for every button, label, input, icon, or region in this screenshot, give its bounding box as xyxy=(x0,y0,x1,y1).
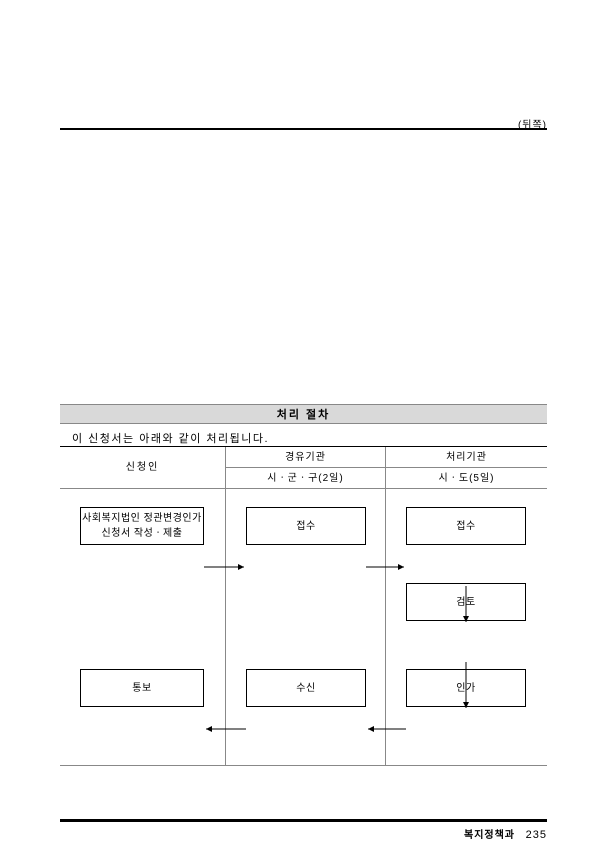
node-receive: 수신 xyxy=(246,669,366,707)
process-table: 신청인 경유기관 시ㆍ군ㆍ구(2일) 처리기관 시ㆍ도(5일) 사회복지법인 정… xyxy=(60,446,547,766)
bottom-rule xyxy=(60,819,547,822)
node-receipt-proc: 접수 xyxy=(406,507,526,545)
node-line: 신청서 작성ㆍ제출 xyxy=(102,526,183,541)
node-review: 검토 xyxy=(406,583,526,621)
th-via-sub: 시ㆍ군ㆍ구(2일) xyxy=(226,468,385,489)
footer-department: 복지정책과 xyxy=(464,826,515,841)
footer-page-number: 235 xyxy=(526,829,547,841)
node-application: 사회복지법인 정관변경인가 신청서 작성ㆍ제출 xyxy=(80,507,204,545)
th-via-org: 경유기관 xyxy=(226,447,385,468)
intro-text: 이 신청서는 아래와 같이 처리됩니다. xyxy=(72,430,269,446)
top-rule xyxy=(60,128,547,130)
th-applicant: 신청인 xyxy=(60,447,225,489)
node-receipt-via: 접수 xyxy=(246,507,366,545)
section-header: 처리 절차 xyxy=(60,404,547,424)
col-applicant: 신청인 xyxy=(60,447,226,765)
th-proc-sub: 시ㆍ도(5일) xyxy=(386,468,547,489)
node-approval: 인가 xyxy=(406,669,526,707)
node-line: 사회복지법인 정관변경인가 xyxy=(82,511,202,526)
th-proc-org: 처리기관 xyxy=(386,447,547,468)
col-via: 경유기관 시ㆍ군ㆍ구(2일) xyxy=(226,447,386,765)
back-side-label: (뒤쪽) xyxy=(518,116,547,131)
node-notify: 통보 xyxy=(80,669,204,707)
